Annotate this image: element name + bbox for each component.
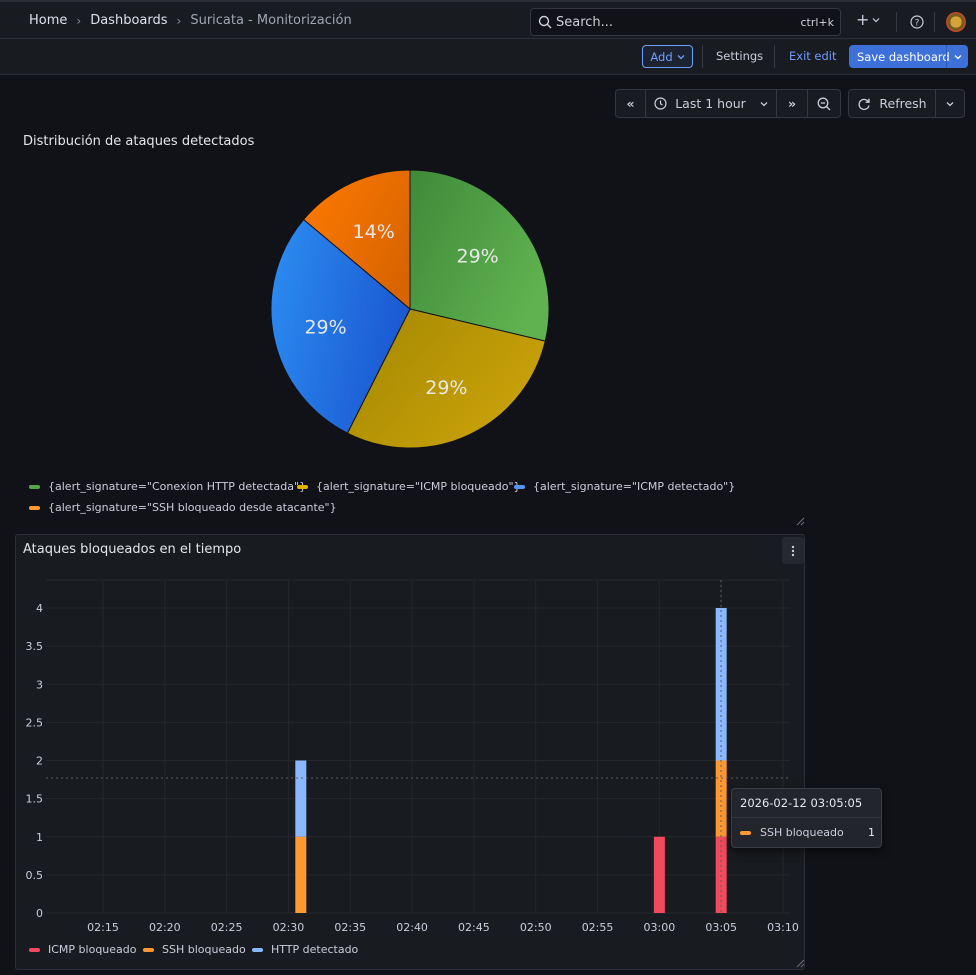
- bar-legend-item-icmp[interactable]: ICMP bloqueado: [29, 943, 137, 956]
- legend-label: {alert_signature="ICMP detectado"}: [533, 480, 736, 493]
- top-nav: Home › Dashboards › Suricata - Monitoriz…: [0, 0, 976, 39]
- chevron-down-icon: [954, 54, 961, 59]
- time-range-picker[interactable]: Last 1 hour: [645, 89, 777, 118]
- pie-panel-title[interactable]: Distribución de ataques detectados: [23, 134, 255, 149]
- breadcrumb-home[interactable]: Home: [29, 13, 68, 28]
- bar-legend-item-http[interactable]: HTTP detectado: [252, 943, 358, 956]
- divider: [896, 12, 897, 32]
- plus-icon: +: [856, 10, 870, 29]
- chart-tooltip: 2026-02-12 03:05:05 SSH bloqueado 1: [731, 788, 882, 848]
- refresh-button[interactable]: Refresh: [848, 89, 936, 118]
- avatar[interactable]: [946, 12, 966, 32]
- save-dashboard-button[interactable]: Save dashboard: [849, 45, 968, 68]
- pie-legend-item-icmp-bloqueado[interactable]: {alert_signature="ICMP bloqueado"}: [297, 480, 521, 493]
- chevron-down-icon: [872, 18, 880, 23]
- dashboard-toolbar: Add Settings Exit edit Save dashboard: [0, 39, 976, 75]
- legend-swatch: [740, 830, 751, 835]
- new-menu-button[interactable]: +: [856, 10, 880, 29]
- bar-legend-item-ssh[interactable]: SSH bloqueado: [143, 943, 246, 956]
- pie-slice[interactable]: [409, 169, 550, 342]
- pie-slice-label: 29%: [304, 316, 346, 338]
- divider: [934, 12, 935, 32]
- search-shortcut: ctrl+k: [800, 16, 834, 29]
- legend-label: {alert_signature="ICMP bloqueado"}: [316, 480, 521, 493]
- tooltip-row: SSH bloqueado 1: [740, 826, 875, 839]
- settings-button[interactable]: Settings: [716, 49, 764, 63]
- refresh-icon: [858, 98, 871, 110]
- pie-slice-label: 14%: [353, 221, 395, 243]
- legend-label: HTTP detectado: [271, 943, 359, 956]
- breadcrumb: Home › Dashboards › Suricata - Monitoriz…: [29, 13, 352, 28]
- divider: [702, 45, 703, 68]
- legend-label: {alert_signature="SSH bloqueado desde at…: [48, 501, 337, 514]
- breadcrumb-current: Suricata - Monitorización: [190, 13, 352, 28]
- panel-menu-button[interactable]: [782, 537, 804, 564]
- pie-slice[interactable]: [302, 169, 411, 311]
- time-range-label: Last 1 hour: [675, 96, 746, 111]
- refresh-interval-button[interactable]: [935, 89, 965, 118]
- pie-slice-label: 29%: [456, 246, 498, 268]
- pie-slice-label: 29%: [425, 377, 467, 399]
- chevron-right-icon: ›: [176, 13, 182, 28]
- add-button-label: Add: [650, 49, 673, 64]
- zoom-out-icon: [817, 97, 831, 110]
- breadcrumb-dashboards[interactable]: Dashboards: [90, 13, 168, 28]
- resize-handle-icon[interactable]: [795, 958, 805, 968]
- time-shift-forward-button[interactable]: »: [776, 89, 808, 118]
- bar-panel-title[interactable]: Ataques bloqueados en el tiempo: [23, 542, 242, 557]
- pie-slice[interactable]: [270, 218, 411, 434]
- pie-legend-item-icmp-detectado[interactable]: {alert_signature="ICMP detectado"}: [514, 480, 735, 493]
- legend-swatch: [514, 484, 525, 489]
- exit-edit-button[interactable]: Exit edit: [789, 49, 837, 63]
- legend-swatch: [29, 505, 40, 510]
- more-vertical-icon: [791, 545, 795, 556]
- chevron-right-icon: ›: [76, 13, 82, 28]
- clock-icon: [654, 97, 667, 110]
- chevron-down-icon: [677, 54, 685, 59]
- legend-label: ICMP bloqueado: [48, 943, 137, 956]
- legend-label: SSH bloqueado: [162, 943, 246, 956]
- legend-swatch: [29, 484, 40, 489]
- search-icon: [538, 15, 552, 29]
- legend-swatch: [143, 947, 154, 952]
- divider: [774, 45, 775, 68]
- zoom-out-button[interactable]: [807, 89, 841, 118]
- search-placeholder: Search...: [556, 15, 614, 30]
- chevron-down-icon: [760, 101, 768, 106]
- legend-swatch: [29, 947, 40, 952]
- legend-label: {alert_signature="Conexion HTTP detectad…: [48, 480, 307, 493]
- chevron-down-icon: [946, 101, 954, 106]
- svg-text:?: ?: [915, 19, 920, 29]
- tooltip-time: 2026-02-12 03:05:05: [740, 796, 863, 810]
- legend-swatch: [297, 484, 308, 489]
- save-dashboard-label: Save dashboard: [857, 50, 950, 64]
- pie-legend-item-ssh[interactable]: {alert_signature="SSH bloqueado desde at…: [29, 501, 337, 514]
- add-button[interactable]: Add: [642, 45, 693, 68]
- help-icon[interactable]: ?: [910, 15, 924, 29]
- save-options-button[interactable]: [946, 45, 968, 68]
- search-input[interactable]: Search... ctrl+k: [530, 8, 841, 36]
- bar-panel: [15, 534, 805, 970]
- resize-handle-icon[interactable]: [795, 516, 805, 526]
- tooltip-value: 1: [868, 826, 875, 839]
- refresh-label: Refresh: [879, 96, 927, 111]
- divider: [732, 817, 881, 818]
- pie-legend-item-http[interactable]: {alert_signature="Conexion HTTP detectad…: [29, 480, 306, 493]
- legend-swatch: [252, 947, 263, 952]
- double-chevron-left-icon: «: [626, 96, 635, 111]
- time-shift-back-button[interactable]: «: [615, 89, 646, 118]
- pie-slice[interactable]: [346, 308, 546, 449]
- double-chevron-right-icon: »: [787, 96, 797, 111]
- tooltip-series: SSH bloqueado: [760, 826, 844, 839]
